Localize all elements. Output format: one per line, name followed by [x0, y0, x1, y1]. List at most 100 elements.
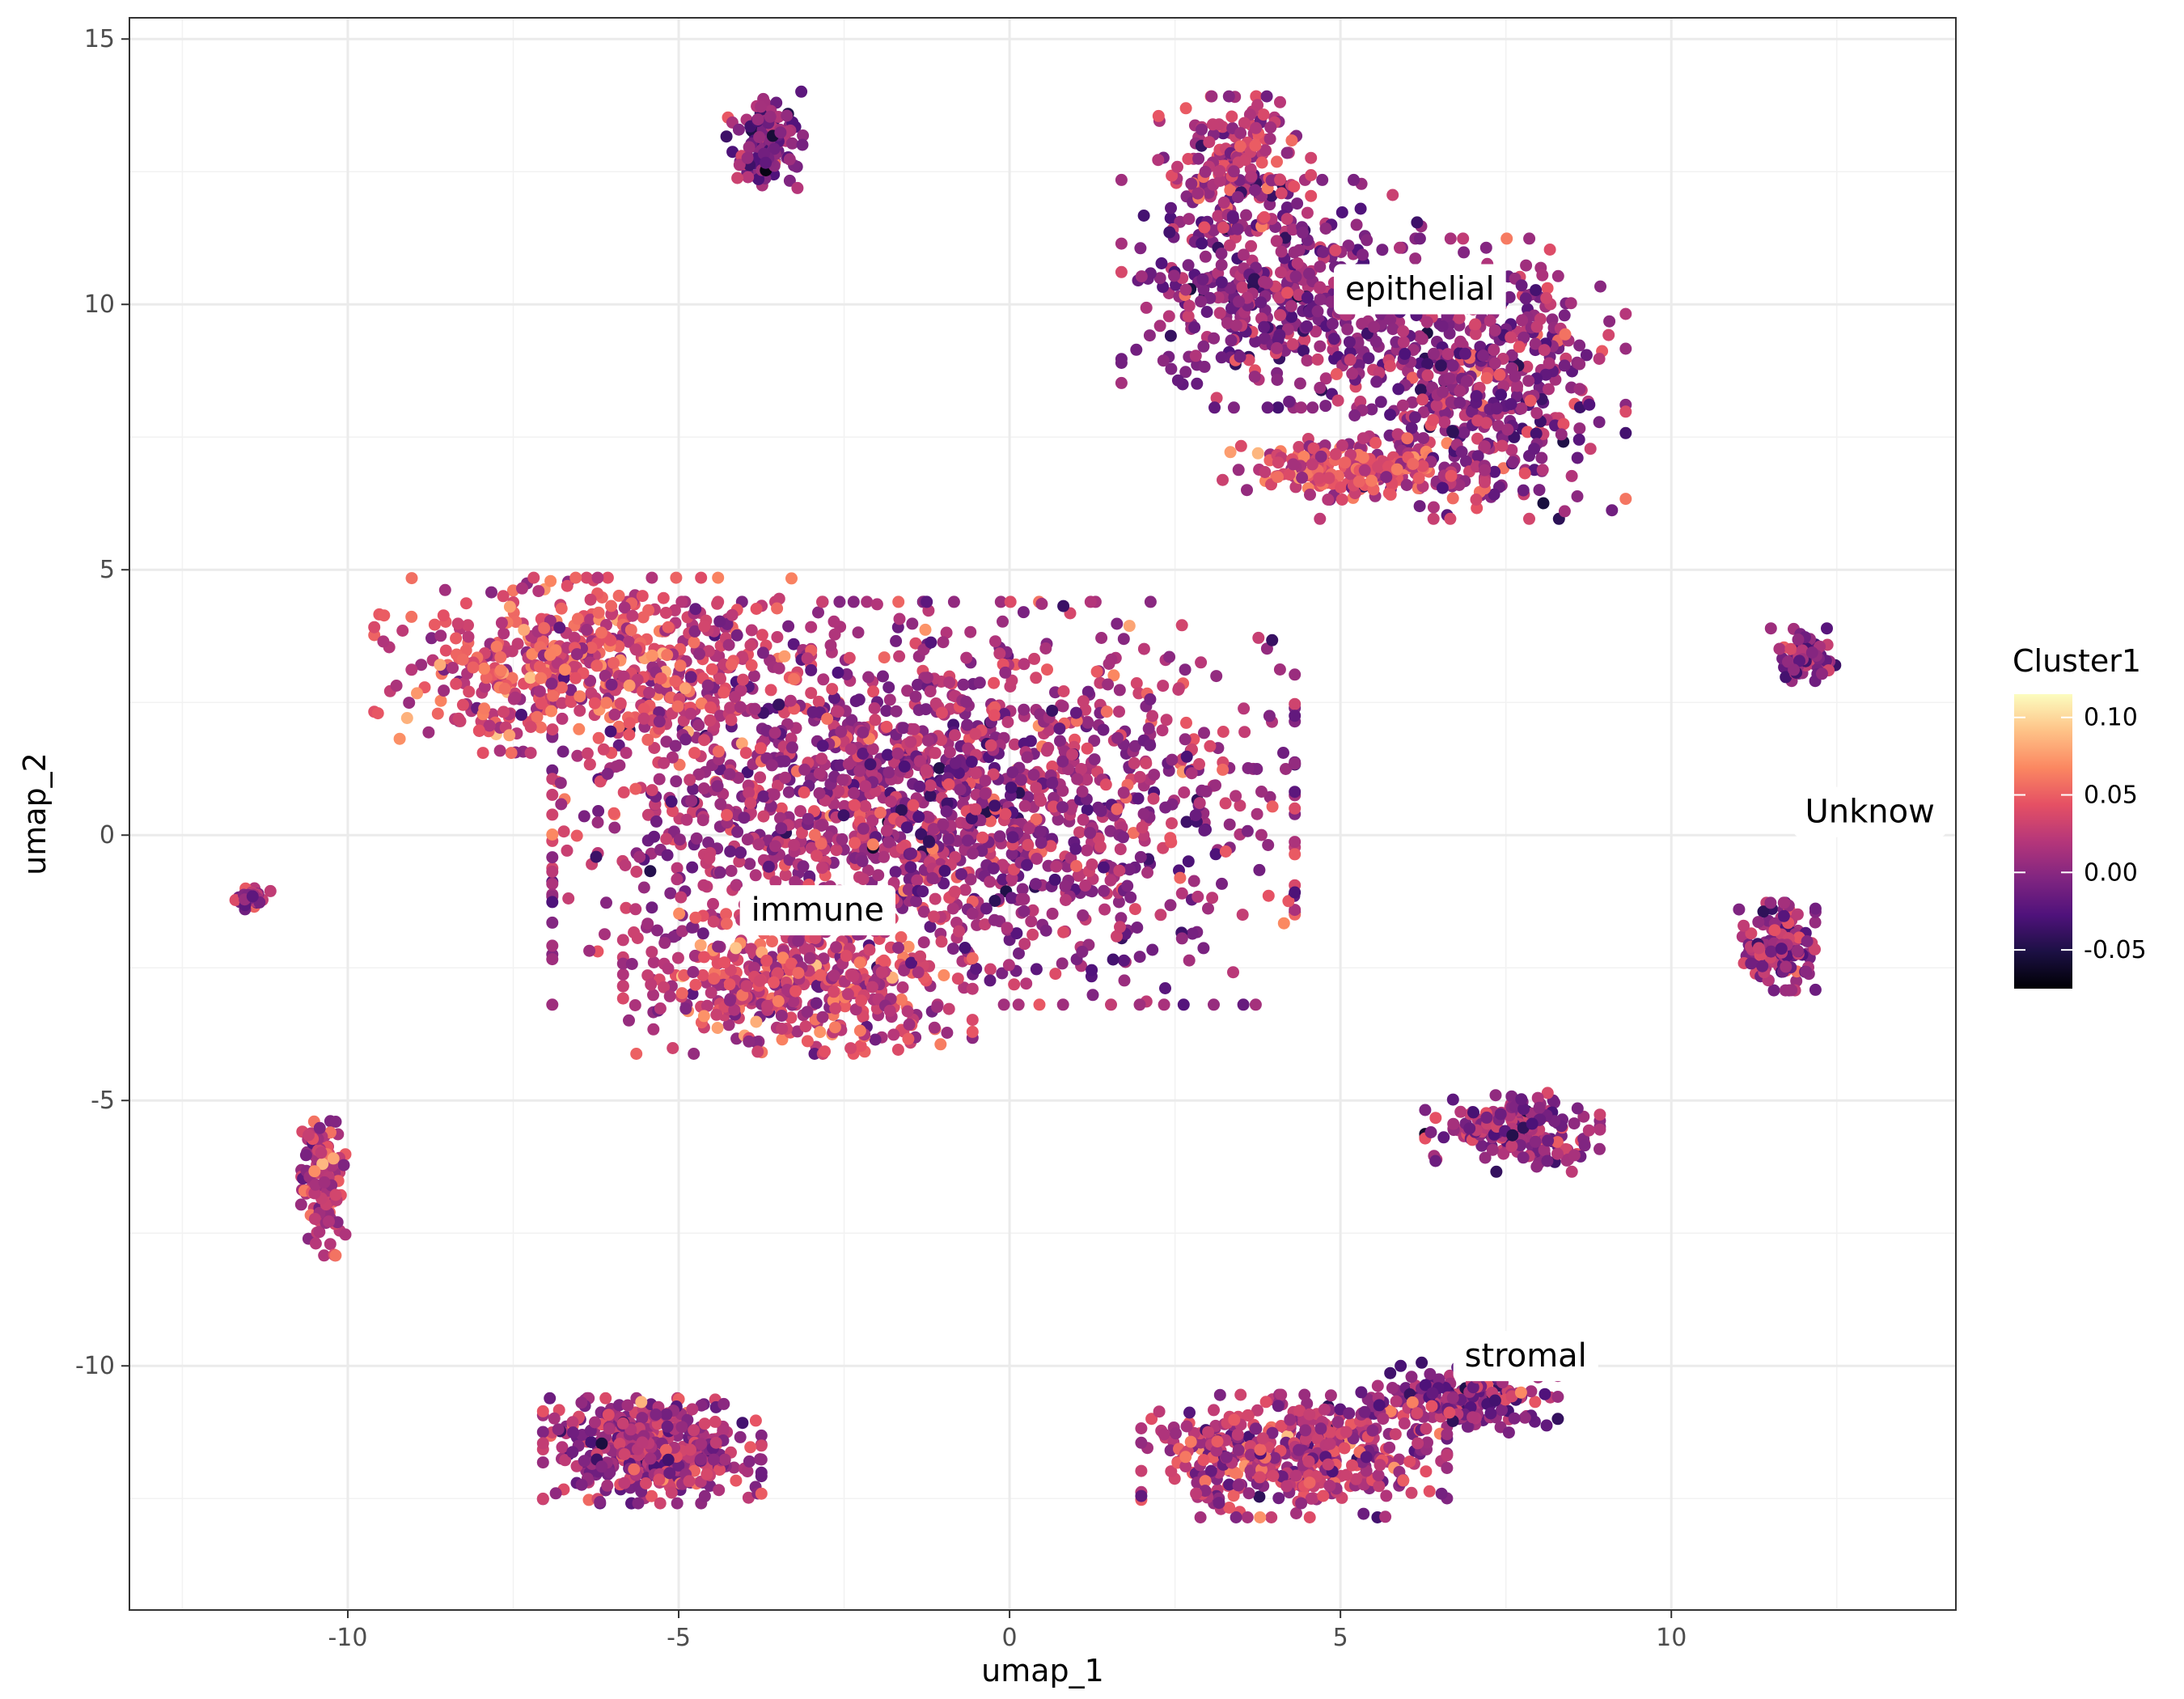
data-point [904, 861, 917, 874]
data-point [1305, 1492, 1318, 1505]
data-point [1227, 401, 1240, 414]
data-point [478, 662, 490, 675]
data-point [552, 1423, 565, 1436]
data-point [1233, 295, 1245, 308]
data-point [1373, 1459, 1386, 1472]
data-point [734, 1430, 747, 1443]
data-point [1303, 267, 1315, 280]
data-point [1048, 791, 1060, 804]
data-point [1413, 232, 1426, 245]
data-point [1488, 324, 1501, 337]
data-point [1384, 1405, 1397, 1417]
data-point [864, 758, 877, 771]
data-point [829, 1002, 842, 1015]
data-point [832, 785, 845, 798]
data-point [526, 648, 539, 660]
data-point [1488, 1394, 1501, 1407]
data-point [1030, 782, 1043, 794]
data-point [1572, 433, 1585, 446]
data-point [648, 742, 661, 754]
data-point [749, 869, 762, 882]
data-point [1454, 335, 1467, 348]
data-point [1238, 726, 1251, 739]
data-point [1179, 283, 1192, 296]
data-point [1299, 1433, 1312, 1446]
data-point [988, 913, 1001, 926]
data-point [868, 702, 881, 714]
data-point [1316, 173, 1329, 186]
data-point [688, 636, 700, 649]
data-point [1289, 697, 1302, 710]
data-point [620, 901, 633, 914]
data-point [1056, 755, 1069, 768]
data-point [723, 994, 736, 1006]
data-point [510, 616, 523, 629]
data-point [993, 647, 1006, 660]
data-point [1203, 136, 1216, 149]
data-point [1280, 1480, 1293, 1493]
data-point [843, 651, 856, 664]
data-point [979, 787, 992, 800]
data-point [689, 911, 702, 924]
data-point [688, 747, 701, 760]
data-point [979, 774, 992, 787]
data-point [1543, 383, 1555, 396]
data-point [1196, 123, 1208, 136]
data-point [1436, 481, 1449, 494]
data-point [585, 1436, 598, 1448]
data-point [405, 663, 418, 676]
data-point [1619, 342, 1632, 355]
data-point [853, 765, 866, 777]
data-point [556, 697, 569, 710]
data-point [755, 1466, 768, 1479]
data-point [722, 1019, 735, 1032]
data-point [1227, 966, 1239, 979]
data-point [1380, 1489, 1393, 1502]
data-point [1249, 335, 1262, 348]
data-point [1215, 351, 1228, 364]
data-point [1111, 803, 1124, 816]
data-point [1005, 892, 1018, 905]
data-point [741, 833, 754, 846]
data-point [1057, 685, 1070, 697]
data-point [561, 579, 574, 592]
data-point [1267, 1469, 1280, 1482]
data-point [1259, 466, 1272, 478]
data-point [583, 944, 596, 957]
data-point [1289, 836, 1302, 849]
data-point [1263, 710, 1276, 722]
data-point [1594, 280, 1606, 293]
data-point [1023, 822, 1035, 835]
data-point [1511, 379, 1524, 392]
data-point [393, 732, 406, 745]
data-point [1210, 392, 1223, 405]
data-point [1234, 1388, 1247, 1401]
data-point [1444, 512, 1457, 525]
data-point [642, 604, 655, 616]
data-point [1095, 632, 1108, 644]
data-point [789, 985, 802, 998]
data-point [1077, 909, 1090, 922]
data-point [580, 624, 593, 636]
data-point [1303, 1477, 1316, 1489]
data-point [815, 820, 827, 832]
data-point [1179, 663, 1191, 676]
data-point [1006, 831, 1019, 844]
data-point [1168, 269, 1180, 282]
data-point [739, 747, 752, 760]
data-point [866, 743, 879, 756]
data-point [1013, 947, 1025, 960]
data-point [623, 679, 636, 692]
data-point [495, 616, 508, 629]
data-point [1146, 943, 1159, 956]
data-point [599, 669, 612, 682]
data-point [698, 951, 710, 964]
data-point [1423, 1485, 1436, 1498]
data-point [827, 969, 840, 982]
data-point [1445, 396, 1458, 409]
data-point [1314, 450, 1327, 463]
data-point [878, 850, 891, 863]
data-point [1124, 863, 1136, 876]
data-point [1416, 460, 1429, 472]
data-point [869, 714, 882, 727]
